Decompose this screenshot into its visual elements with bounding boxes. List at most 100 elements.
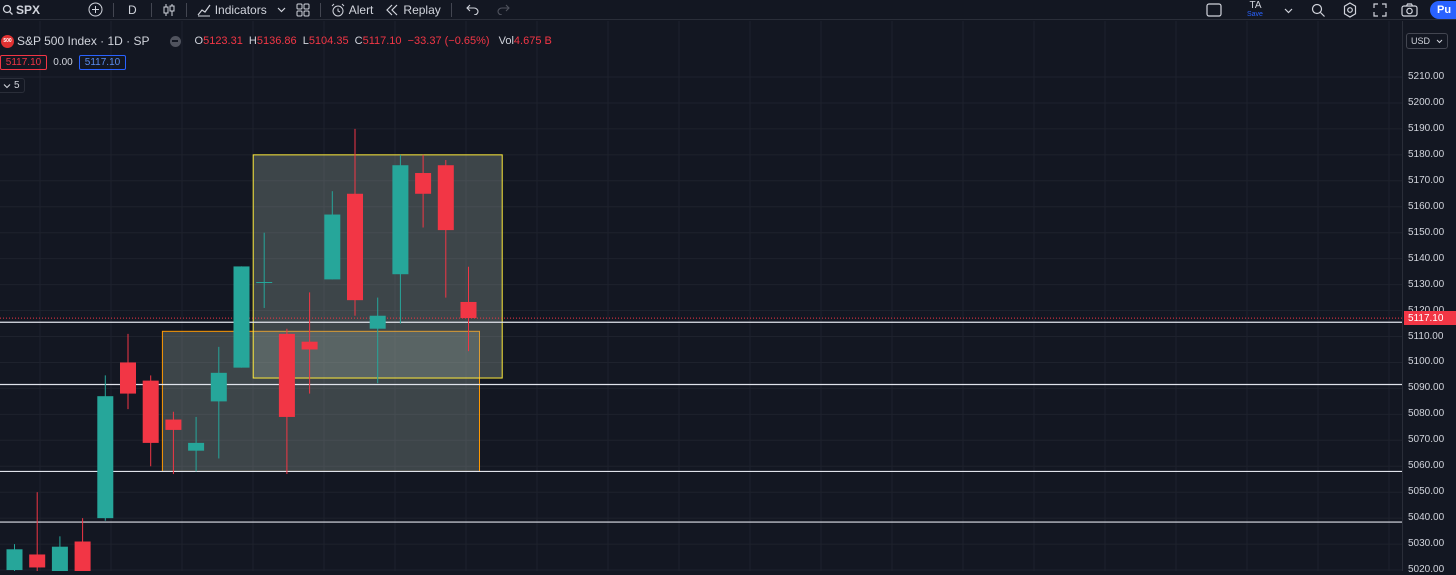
volume-value: 4.675 B	[513, 35, 552, 47]
price-tick-label: 5020.00	[1408, 564, 1445, 575]
layout-name: TA	[1249, 0, 1262, 11]
price-tick-label: 5150.00	[1408, 226, 1445, 238]
fullscreen-button[interactable]	[1373, 0, 1387, 20]
replay-button[interactable]: Replay	[379, 0, 446, 20]
price-tick-label: 5030.00	[1408, 538, 1445, 550]
price-tick-label: 5140.00	[1408, 252, 1445, 264]
publish-button[interactable]: Pu	[1430, 0, 1456, 20]
layout-dropdown[interactable]	[1284, 0, 1293, 20]
candles-icon	[162, 3, 176, 17]
chart-type-button[interactable]	[156, 0, 182, 20]
price-tick-label: 5190.00	[1408, 122, 1445, 134]
spread-value: 0.00	[53, 57, 73, 68]
price-tick-label: 5080.00	[1408, 408, 1445, 420]
layout-save-label: Save	[1247, 11, 1263, 18]
settings-button[interactable]	[1342, 0, 1358, 20]
candle-body-down	[120, 362, 136, 394]
candle-body-up	[210, 372, 227, 402]
price-tick-label: 5060.00	[1408, 460, 1445, 472]
replay-label: Replay	[403, 2, 441, 17]
currency-selector[interactable]: USD	[1406, 33, 1448, 49]
candle-body-down	[347, 193, 363, 301]
sell-price-badge[interactable]: 5117.10	[0, 55, 47, 70]
square-icon	[1206, 3, 1222, 17]
symbol-search-button[interactable]: SPX	[0, 0, 46, 20]
price-tick-label: 5180.00	[1408, 148, 1445, 160]
price-tick-label: 5170.00	[1408, 174, 1445, 186]
candle-body-up	[369, 315, 386, 329]
search-icon	[2, 4, 14, 16]
candlestick-chart[interactable]	[0, 21, 1402, 571]
price-axis[interactable]: USD 5020.00 5030.00 5040.00 5050.00 5060.00 5…	[1402, 21, 1456, 575]
layouts-button[interactable]	[290, 0, 316, 20]
separator	[150, 2, 152, 17]
candle-body-down	[460, 301, 477, 319]
hide-legend-button[interactable]	[169, 35, 181, 47]
plus-circle-icon	[88, 2, 103, 17]
indicator-count: 5	[14, 80, 20, 91]
chevron-down-icon	[1284, 6, 1293, 15]
alert-label: Alert	[348, 2, 374, 17]
buy-price-badge[interactable]: 5117.10	[79, 55, 126, 70]
rewind-icon	[385, 4, 399, 16]
interval-button[interactable]: D	[118, 0, 147, 20]
publish-label: Pu	[1437, 4, 1452, 16]
price-tick-label: 5200.00	[1408, 96, 1445, 108]
chart-pane[interactable]	[0, 21, 1402, 571]
separator	[319, 2, 321, 17]
price-tick-label: 5210.00	[1408, 71, 1445, 82]
candle-body-down	[142, 380, 159, 443]
price-tick-label: 5100.00	[1408, 356, 1445, 368]
symbol-title[interactable]: S&P 500 Index · 1D · SP	[17, 34, 150, 48]
price-tick-label: 5120.00	[1408, 304, 1445, 316]
alarm-clock-icon	[331, 3, 345, 17]
candle-body-down	[278, 333, 295, 417]
fullscreen-box-button[interactable]	[1206, 0, 1222, 20]
undo-button[interactable]	[456, 0, 489, 20]
undo-icon	[465, 4, 479, 15]
gear-icon	[1342, 2, 1358, 18]
candle-body-down	[415, 173, 432, 194]
candle-body-down	[301, 341, 318, 350]
currency-label: USD	[1411, 36, 1431, 46]
indicators-label: Indicators	[214, 2, 267, 17]
high-value: 5136.86	[256, 35, 297, 47]
candle-body-down	[74, 541, 91, 571]
alert-button[interactable]: Alert	[325, 0, 380, 20]
compare-symbol-button[interactable]	[82, 0, 109, 20]
redo-icon	[497, 4, 510, 15]
open-value: 5123.31	[203, 35, 243, 47]
separator	[113, 2, 115, 17]
sp500-logo: 500	[1, 34, 14, 48]
price-tick-label: 5040.00	[1408, 512, 1445, 524]
indicators-collapse-button[interactable]: 5	[0, 78, 25, 93]
chevron-down-icon	[277, 5, 286, 14]
candle-body-up	[97, 396, 114, 519]
redo-button[interactable]	[489, 0, 518, 20]
price-tick-label: 5050.00	[1408, 486, 1445, 498]
price-tick-label: 5160.00	[1408, 200, 1445, 212]
separator	[185, 2, 187, 17]
candle-body-up	[51, 546, 68, 571]
expand-icon	[1373, 3, 1387, 17]
layout-save-button[interactable]: TA Save	[1240, 0, 1263, 20]
indicators-icon	[197, 3, 211, 17]
search-icon	[1311, 3, 1326, 18]
candle-body-down	[165, 419, 182, 430]
price-tick-label: 5130.00	[1408, 278, 1445, 290]
indicators-dropdown[interactable]	[273, 0, 290, 20]
close-value: 5117.10	[362, 35, 402, 47]
price-tick-label: 5070.00	[1408, 434, 1445, 446]
indicators-button[interactable]: Indicators	[191, 0, 273, 20]
candle-body-up	[6, 549, 23, 571]
candle-body-up	[324, 214, 341, 280]
ohlc-values: O5123.31 H5136.86 L5104.35 C5117.10 −33.…	[194, 35, 552, 47]
current-price-badge: 5117.10	[1404, 311, 1456, 326]
candle-body-up	[188, 442, 205, 451]
symbol-legend: 500 S&P 500 Index · 1D · SP O5123.31 H51…	[0, 33, 552, 49]
quick-search-button[interactable]	[1311, 0, 1326, 20]
interval-label: D	[128, 2, 137, 17]
snapshot-button[interactable]	[1401, 0, 1418, 20]
chevron-down-icon	[3, 82, 11, 90]
candle-body-down	[437, 165, 454, 231]
